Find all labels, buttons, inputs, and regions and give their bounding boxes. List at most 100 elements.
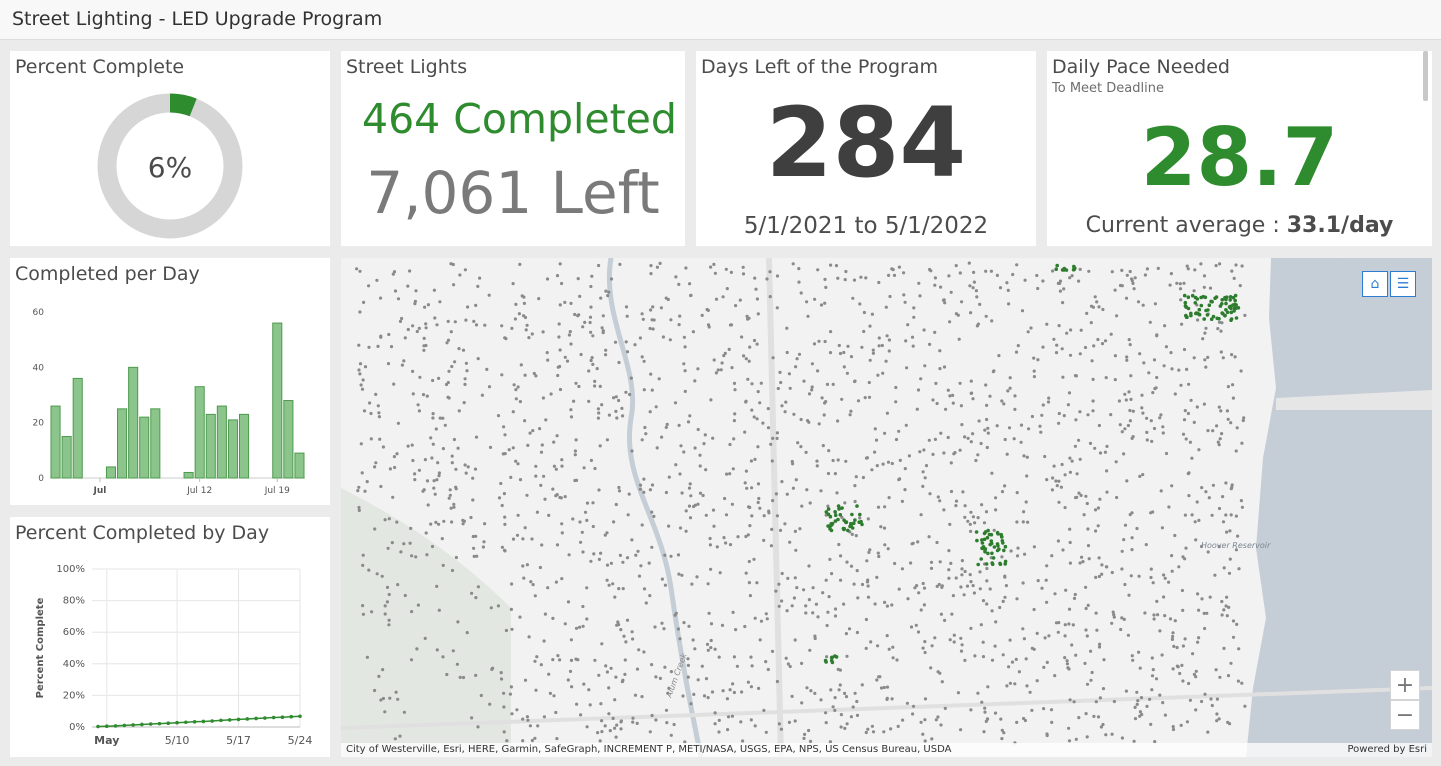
street-light-dot <box>1093 508 1098 512</box>
street-light-dot <box>779 727 783 731</box>
street-light-dot <box>474 435 479 439</box>
street-light-dot <box>971 397 975 401</box>
street-light-dot <box>456 446 460 450</box>
map-panel[interactable]: Hoover Reservoir Alum Creek ⌂ ☰ + − City… <box>341 258 1432 757</box>
street-light-dot <box>775 431 779 435</box>
data-point <box>236 717 241 722</box>
legend-button[interactable]: ☰ <box>1390 271 1416 297</box>
street-light-dot <box>878 675 882 679</box>
street-light-dot <box>1067 391 1072 395</box>
street-light-dot <box>742 354 746 358</box>
street-light-dot <box>995 424 999 428</box>
street-light-dot <box>1068 353 1073 357</box>
street-light-dot <box>464 318 468 322</box>
street-light-dot <box>443 423 447 427</box>
street-light-dot <box>658 261 662 265</box>
completed-light-dot <box>1224 301 1228 306</box>
street-light-dot <box>448 493 452 497</box>
street-light-dot <box>451 649 455 653</box>
street-light-dot <box>642 490 646 494</box>
street-light-dot <box>647 561 651 565</box>
street-light-dot <box>1170 484 1174 488</box>
street-light-dot <box>1101 687 1106 691</box>
street-light-dot <box>623 658 627 662</box>
street-light-dot <box>855 713 860 717</box>
street-light-dot <box>576 314 580 318</box>
home-button[interactable]: ⌂ <box>1362 271 1388 297</box>
completed-light-dot <box>1209 299 1213 304</box>
street-light-dot <box>833 696 837 700</box>
street-light-dot <box>948 638 952 642</box>
street-light-dot <box>961 490 965 494</box>
street-light-dot <box>796 441 800 445</box>
street-light-dot <box>1006 288 1010 292</box>
street-light-dot <box>644 432 648 436</box>
street-light-dot <box>1036 579 1040 583</box>
street-light-dot <box>608 729 612 733</box>
street-light-dot <box>1122 538 1126 542</box>
street-light-dot <box>1181 608 1185 612</box>
street-light-dot <box>916 540 920 544</box>
street-light-dot <box>408 541 412 545</box>
street-light-dot <box>463 377 467 381</box>
street-light-dot <box>406 327 410 332</box>
street-light-dot <box>931 452 935 456</box>
zoom-in-button[interactable]: + <box>1390 670 1420 700</box>
data-point <box>184 720 188 725</box>
street-light-dot <box>1001 599 1005 603</box>
street-light-dot <box>988 394 992 398</box>
street-light-dot <box>563 355 567 359</box>
street-light-dot <box>455 662 459 666</box>
street-light-dot <box>1173 533 1177 538</box>
street-light-dot <box>732 690 736 695</box>
completed-light-dot <box>1229 310 1234 315</box>
street-light-dot <box>775 514 779 518</box>
app-title: Street Lighting - LED Upgrade Program <box>12 8 383 30</box>
street-light-dot <box>874 438 879 442</box>
street-light-dot <box>605 438 609 442</box>
street-light-dot <box>1125 355 1129 359</box>
street-light-dot <box>1036 358 1040 362</box>
street-light-dot <box>587 399 591 403</box>
street-light-dot <box>1243 704 1247 708</box>
street-light-dot <box>825 623 829 628</box>
zoom-out-button[interactable]: − <box>1390 700 1420 730</box>
street-light-dot <box>431 416 435 420</box>
street-light-dot <box>599 702 603 706</box>
street-light-dot <box>431 378 435 383</box>
street-light-dot <box>1213 573 1217 577</box>
street-light-dot <box>522 576 526 580</box>
street-light-dot <box>959 636 963 640</box>
street-light-dot <box>357 485 361 489</box>
street-light-map[interactable]: Hoover Reservoir Alum Creek <box>341 258 1432 757</box>
street-light-dot <box>923 364 927 368</box>
street-light-dot <box>1019 423 1024 427</box>
street-light-dot <box>579 352 583 357</box>
street-light-dot <box>1096 337 1100 342</box>
street-light-dot <box>387 618 391 622</box>
street-light-dot <box>828 351 833 355</box>
street-light-dot <box>389 345 394 349</box>
street-light-dot <box>543 497 547 501</box>
street-light-dot <box>579 713 583 717</box>
street-light-dot <box>435 584 439 588</box>
street-light-dot <box>744 357 748 361</box>
street-light-dot <box>824 285 828 289</box>
street-light-dot <box>969 440 973 444</box>
panel-scrollbar[interactable] <box>1423 51 1428 101</box>
street-light-dot <box>442 519 446 523</box>
street-light-dot <box>852 582 856 586</box>
street-light-dot <box>741 265 745 269</box>
street-light-dot <box>709 398 713 402</box>
completed-light-dot <box>985 535 990 540</box>
street-light-dot <box>1000 737 1004 741</box>
completed-light-dot <box>1000 535 1004 539</box>
street-light-dot <box>552 440 556 444</box>
street-light-dot <box>1086 527 1090 531</box>
street-light-dot <box>959 404 964 408</box>
street-light-dot <box>876 551 880 555</box>
street-light-dot <box>981 640 985 644</box>
street-light-dot <box>637 648 641 652</box>
street-light-dot <box>1036 286 1040 291</box>
street-light-dot <box>1230 353 1234 357</box>
